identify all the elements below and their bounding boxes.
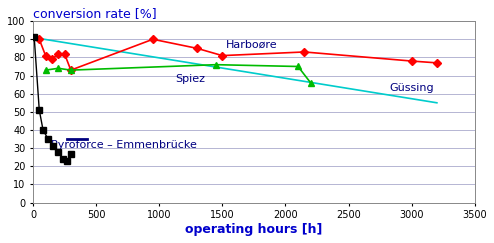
X-axis label: operating hours [h]: operating hours [h]	[185, 223, 323, 236]
Text: Harboøre: Harboøre	[226, 40, 278, 50]
Text: Pyroforce – Emmenbrücke: Pyroforce – Emmenbrücke	[50, 139, 197, 149]
Text: conversion rate [%]: conversion rate [%]	[33, 7, 157, 20]
Text: Güssing: Güssing	[389, 83, 434, 93]
Text: Spiez: Spiez	[175, 74, 206, 84]
